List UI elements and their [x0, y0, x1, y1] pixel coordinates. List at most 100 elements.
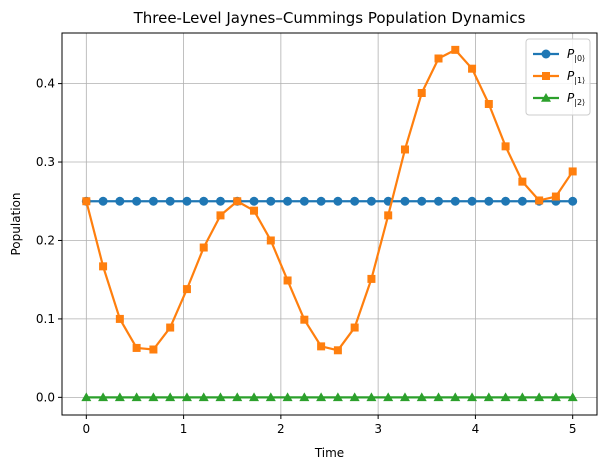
- x-tick-label: 2: [277, 422, 285, 436]
- data-point: [165, 196, 175, 206]
- data-point: [149, 345, 158, 354]
- x-tick-label: 5: [569, 422, 577, 436]
- data-point: [165, 392, 176, 402]
- y-tick-label: 0.0: [36, 390, 55, 404]
- series-layer: [81, 45, 578, 402]
- data-point: [182, 285, 191, 294]
- data-point: [216, 211, 225, 220]
- data-point: [450, 196, 460, 206]
- legend-label-subscript: |1⟩: [574, 76, 585, 85]
- data-point: [433, 392, 444, 402]
- legend: P|0⟩P|1⟩P|2⟩: [525, 38, 591, 116]
- y-tick-label: 0.2: [36, 233, 55, 247]
- legend-label-subscript: |0⟩: [574, 54, 585, 63]
- series-2: [81, 392, 578, 402]
- data-point: [131, 392, 142, 402]
- data-point: [517, 392, 528, 402]
- data-point: [434, 54, 443, 63]
- data-point: [148, 196, 158, 206]
- data-point: [450, 392, 461, 402]
- legend-label-name: P: [567, 91, 575, 105]
- legend-label-name: P: [567, 69, 575, 83]
- x-tick-label: 4: [472, 422, 480, 436]
- data-point: [132, 196, 142, 206]
- data-point: [250, 206, 259, 215]
- data-point: [317, 342, 326, 351]
- data-point: [181, 392, 192, 402]
- y-tick-label: 0.1: [36, 312, 55, 326]
- data-point: [399, 392, 410, 402]
- data-point: [518, 177, 527, 186]
- data-point: [434, 196, 444, 206]
- data-point: [483, 392, 494, 402]
- data-point: [82, 197, 91, 206]
- data-point: [249, 196, 259, 206]
- data-point: [500, 392, 511, 402]
- data-point: [467, 392, 478, 402]
- data-point: [166, 323, 175, 332]
- data-point: [115, 314, 124, 323]
- y-tick-label: 0.3: [36, 155, 55, 169]
- data-point: [98, 196, 108, 206]
- data-point: [266, 196, 276, 206]
- data-point: [501, 196, 511, 206]
- legend-label: P|2⟩: [567, 91, 585, 107]
- data-point: [283, 276, 292, 285]
- data-point: [300, 315, 309, 324]
- x-tick-label: 3: [374, 422, 382, 436]
- data-point: [534, 392, 545, 402]
- data-point: [416, 392, 427, 402]
- data-point: [98, 392, 109, 402]
- data-point: [568, 196, 578, 206]
- data-point: [484, 99, 493, 108]
- legend-marker: [542, 72, 550, 80]
- data-point: [114, 392, 125, 402]
- grid: [62, 33, 597, 415]
- data-point: [551, 192, 560, 201]
- series-1: [82, 45, 577, 355]
- plot-frame: [61, 32, 598, 416]
- data-point: [517, 196, 527, 206]
- data-point: [316, 196, 326, 206]
- legend-marker: [541, 49, 551, 59]
- data-point: [484, 196, 494, 206]
- data-point: [366, 196, 376, 206]
- chart-title: Three-Level Jaynes–Cummings Population D…: [133, 9, 526, 27]
- data-point: [99, 262, 108, 271]
- data-point: [115, 196, 125, 206]
- data-point: [249, 392, 260, 402]
- data-point: [299, 196, 309, 206]
- x-tick-label: 1: [180, 422, 188, 436]
- data-point: [215, 196, 225, 206]
- data-point: [568, 167, 577, 176]
- data-point: [266, 236, 275, 245]
- data-point: [383, 392, 394, 402]
- data-point: [132, 343, 141, 352]
- data-point: [550, 392, 561, 402]
- data-point: [367, 274, 376, 283]
- data-point: [148, 392, 159, 402]
- data-point: [384, 211, 393, 220]
- data-point: [417, 89, 426, 98]
- data-point: [282, 392, 293, 402]
- legend-marker: [541, 93, 551, 102]
- x-tick-label: 0: [82, 422, 90, 436]
- data-point: [233, 197, 242, 206]
- y-axis-label: Population: [9, 192, 23, 255]
- data-point: [350, 323, 359, 332]
- data-point: [265, 392, 276, 402]
- data-point: [333, 196, 343, 206]
- data-point: [198, 392, 209, 402]
- ticks: 0 1 2 3 4 5 0.0 0.1 0.2 0.3 0.4: [36, 77, 577, 436]
- legend-label-subscript: |2⟩: [574, 98, 585, 107]
- legend-label: P|1⟩: [567, 69, 585, 85]
- data-point: [232, 392, 243, 402]
- legend-label: P|0⟩: [567, 47, 585, 63]
- data-point: [283, 196, 293, 206]
- data-point: [332, 392, 343, 402]
- data-point: [199, 243, 208, 252]
- data-point: [299, 392, 310, 402]
- data-point: [400, 196, 410, 206]
